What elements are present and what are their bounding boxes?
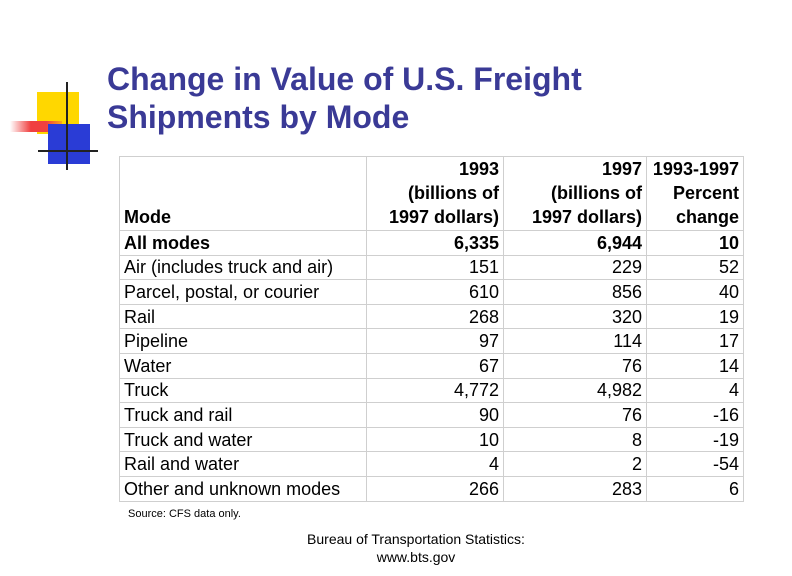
cell-percent: 14 [646, 352, 744, 379]
slide-title-line-2: Shipments by Mode [107, 99, 410, 135]
cell-1997: 114 [503, 328, 647, 354]
cell-mode: Other and unknown modes [119, 475, 367, 502]
cell-1997: 283 [503, 475, 647, 502]
cell-mode: Rail and water [119, 451, 367, 477]
cell-1997: 76 [503, 402, 647, 428]
cell-percent: -54 [646, 451, 744, 477]
header-1993-line-2: (billions of [408, 183, 499, 203]
cell-mode: All modes [119, 230, 367, 256]
cell-1993: 4,772 [366, 377, 504, 404]
table-row: Truck and water 10 8 -19 [119, 426, 744, 453]
cell-1993: 266 [366, 475, 504, 502]
cell-percent: -16 [646, 402, 744, 428]
decorative-blue-square [48, 124, 90, 164]
decorative-red-bar [10, 121, 62, 132]
table-row-all-modes: All modes 6,335 6,944 10 [119, 230, 744, 256]
header-1993-line-3: 1997 dollars) [388, 207, 499, 227]
cell-mode: Air (includes truck and air) [119, 254, 367, 281]
cell-1997: 856 [503, 279, 647, 305]
header-pct-line-1: 1993-1997 [652, 159, 739, 179]
cell-mode: Water [119, 352, 367, 379]
cell-mode: Truck [119, 377, 367, 404]
cell-percent: 4 [646, 377, 744, 404]
header-1997-line-3: 1997 dollars) [531, 207, 642, 227]
header-1997-line-1: 1997 [601, 159, 642, 179]
header-pct-line-3: change [675, 207, 739, 227]
table-row: Other and unknown modes 266 283 6 [119, 475, 744, 502]
header-1993: 1993 (billions of 1997 dollars) [366, 156, 504, 231]
cell-percent: 17 [646, 328, 744, 354]
cell-1997: 6,944 [503, 230, 647, 256]
cell-1997: 76 [503, 352, 647, 379]
cell-1993: 610 [366, 279, 504, 305]
table-header-row: Mode 1993 (billions of 1997 dollars) 199… [119, 156, 744, 231]
table-row: Parcel, postal, or courier 610 856 40 [119, 279, 744, 305]
table-row: Pipeline 97 114 17 [119, 328, 744, 354]
table-row: Truck 4,772 4,982 4 [119, 377, 744, 404]
cell-percent: 52 [646, 254, 744, 281]
source-note: Source: CFS data only. [128, 508, 241, 520]
table-row: Truck and rail 90 76 -16 [119, 402, 744, 428]
cell-percent: 19 [646, 303, 744, 330]
header-1997-line-2: (billions of [551, 183, 642, 203]
table-row: Air (includes truck and air) 151 229 52 [119, 254, 744, 281]
cell-mode: Parcel, postal, or courier [119, 279, 367, 305]
cell-1993: 67 [366, 352, 504, 379]
cell-1993: 10 [366, 426, 504, 453]
cell-1997: 229 [503, 254, 647, 281]
table-row: Rail 268 320 19 [119, 303, 744, 330]
cell-1993: 151 [366, 254, 504, 281]
cell-percent: 40 [646, 279, 744, 305]
header-mode: Mode [119, 156, 367, 231]
slide-title: Change in Value of U.S. Freight Shipment… [107, 60, 747, 136]
slide-title-line-1: Change in Value of U.S. Freight [107, 61, 582, 97]
decorative-horizontal-line [38, 150, 98, 152]
header-pct-line-2: Percent [672, 183, 739, 203]
footer-line-1: Bureau of Transportation Statistics: [307, 531, 525, 547]
cell-1993: 268 [366, 303, 504, 330]
cell-mode: Truck and rail [119, 402, 367, 428]
cell-1993: 6,335 [366, 230, 504, 256]
cell-1997: 8 [503, 426, 647, 453]
cell-percent: -19 [646, 426, 744, 453]
footer-url: www.bts.gov [376, 549, 456, 565]
freight-value-table: Mode 1993 (billions of 1997 dollars) 199… [119, 156, 744, 502]
cell-mode: Rail [119, 303, 367, 330]
cell-1993: 97 [366, 328, 504, 354]
table-row: Water 67 76 14 [119, 352, 744, 379]
table-row: Rail and water 4 2 -54 [119, 451, 744, 477]
header-percent-change: 1993-1997 Percent change [646, 156, 744, 231]
cell-1997: 2 [503, 451, 647, 477]
cell-1993: 90 [366, 402, 504, 428]
cell-mode: Truck and water [119, 426, 367, 453]
cell-1997: 320 [503, 303, 647, 330]
cell-mode: Pipeline [119, 328, 367, 354]
header-mode-label: Mode [124, 207, 171, 227]
footer-credit: Bureau of Transportation Statistics: www… [256, 530, 576, 566]
cell-1993: 4 [366, 451, 504, 477]
cell-1997: 4,982 [503, 377, 647, 404]
header-1997: 1997 (billions of 1997 dollars) [503, 156, 647, 231]
cell-percent: 6 [646, 475, 744, 502]
cell-percent: 10 [646, 230, 744, 256]
decorative-vertical-line [66, 82, 68, 170]
header-1993-line-1: 1993 [458, 159, 499, 179]
